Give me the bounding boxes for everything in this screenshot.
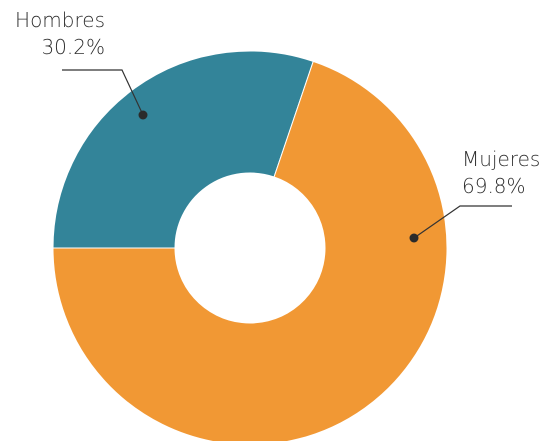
leader-dot-hombres <box>138 110 148 120</box>
leader-line-mujeres <box>413 205 512 239</box>
label-hombres-name: Hombres <box>15 8 105 32</box>
label-hombres-value: 30.2% <box>41 35 105 59</box>
slices-group <box>52 50 448 441</box>
slice-hombres <box>52 50 314 249</box>
leader-lines-group <box>62 69 512 243</box>
leader-line-hombres <box>62 69 144 116</box>
label-mujeres-value: 69.8% <box>462 174 526 198</box>
label-mujeres-name: Mujeres <box>462 147 540 171</box>
leader-dot-mujeres <box>409 233 419 243</box>
slice-mujeres <box>52 60 448 441</box>
